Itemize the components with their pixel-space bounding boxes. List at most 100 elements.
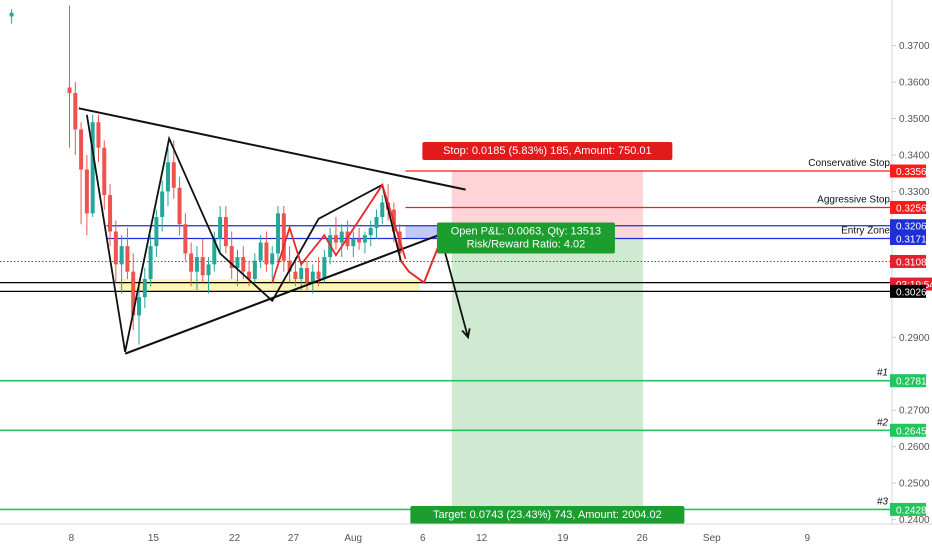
position-labels: Stop: 0.0185 (5.83%) 185, Amount: 750.01… [410,142,685,524]
candle-body [287,260,292,272]
target-2-badge-text: 0.2645 [896,426,927,437]
price-tick-label: 0.3300 [899,187,930,198]
candle-body [304,268,309,283]
pnl-label-bg [436,222,615,254]
candle-body [281,213,286,261]
candle-body [200,257,205,276]
entry-zone-label: Entry Zone [841,225,890,236]
price-tick-label: 0.2400 [899,515,930,526]
target-2-label: #2 [877,417,889,428]
candle-body [241,257,246,272]
time-tick-label: Aug [344,533,362,544]
upper-trendline [78,107,466,191]
candle-body [84,169,89,214]
candle-body [380,202,385,217]
candle-body [368,227,373,236]
target-label-text: Target: 0.0743 (23.43%) 743, Amount: 200… [433,509,662,521]
price-axis-panel [892,0,932,550]
candle-body [160,191,165,217]
candle-body [322,257,327,279]
stop-label: Stop: 0.0185 (5.83%) 185, Amount: 750.01 [422,142,673,160]
conservative-stop-badge-text: 0.3356 [896,167,927,178]
time-tick-label: 27 [288,533,300,544]
projection-red-path [400,238,443,285]
candle-body [357,238,362,243]
candle-body [333,235,338,243]
pnl-label: Open P&L: 0.0063, Qty: 13513Risk/Reward … [436,222,615,254]
candle-body [113,231,118,265]
candle-body [374,216,379,228]
price-tick-label: 0.3400 [899,150,930,161]
grid [0,0,892,524]
time-tick-label: 12 [476,533,488,544]
entry-zone-badge [890,231,926,245]
time-tick-label: 22 [229,533,241,544]
time-tick-label: 26 [637,533,649,544]
target-3-label: #3 [877,496,889,507]
candle-body [96,122,101,148]
support-badge [890,284,926,298]
target-3-badge-text: 0.2428 [896,505,927,516]
time-tick-label: 6 [420,533,426,544]
stop-label-bg [422,142,673,160]
projection-arrow-line [440,238,469,338]
candle-body [102,147,107,196]
price-tick-label: 0.2500 [899,479,930,490]
entry-top-badge [890,219,926,233]
price-tick-label: 0.3500 [899,114,930,125]
candle-body [142,278,147,298]
candle-body [264,242,269,265]
candle-body [194,257,199,272]
drawings [78,107,471,355]
lower-trendline [124,224,467,355]
target-1-label: #1 [877,368,888,379]
price-tick-label: 0.3600 [899,78,930,89]
candle-body [299,268,304,279]
price-tick-label: 0.2700 [899,406,930,417]
candle-body [206,264,211,276]
price-tick-label: 0.2600 [899,442,930,453]
price-axis: 0.3700 0.3600 0.3500 0.3400 0.3300 0.2900 0.27… [890,0,932,550]
aggressive-stop-label: Aggressive Stop [817,194,890,205]
current-price-badge [890,254,926,268]
candle-body [293,271,298,279]
candle-body [218,216,223,239]
support-badge-text: 0.3026 [896,287,927,298]
candle-body [73,92,78,130]
candle-body [183,224,188,254]
candle-body [235,257,240,269]
harmonic-red-path [271,182,407,283]
candle-body [9,12,14,17]
pnl-label-text: Risk/Reward Ratio: 4.02 [467,239,586,251]
pnl-label-text: Open P&L: 0.0063, Qty: 13513 [451,226,601,238]
candle-body [137,297,142,316]
profit-zone [451,238,643,510]
candle-body [258,242,263,261]
time-tick-label: 19 [557,533,569,544]
candle-body [171,162,176,188]
candle-body [247,271,252,279]
projection-arrow-head [461,328,471,340]
candle-body [154,216,159,247]
candle-body [339,231,344,243]
candle-body [125,246,130,272]
candle-body [310,271,315,283]
stop-label-text: Stop: 0.0185 (5.83%) 185, Amount: 750.01 [443,145,652,157]
price-tick-label: 0.2900 [899,333,930,344]
conservative-stop-label: Conservative Stop [808,158,890,169]
candle-body [90,122,95,214]
price-tick-label: 0.3700 [899,41,930,52]
candle-body [131,271,136,316]
target-3-badge [890,502,926,516]
candle-body [165,162,170,192]
entry-top-badge-text: 0.3206 [896,222,927,233]
candle-body [108,195,113,232]
support-zone [119,278,420,292]
aggressive-stop-badge [890,200,926,214]
candle-body [351,238,356,247]
candle-body [252,260,257,279]
time-tick-label: 15 [148,533,160,544]
candle-body [79,129,84,170]
